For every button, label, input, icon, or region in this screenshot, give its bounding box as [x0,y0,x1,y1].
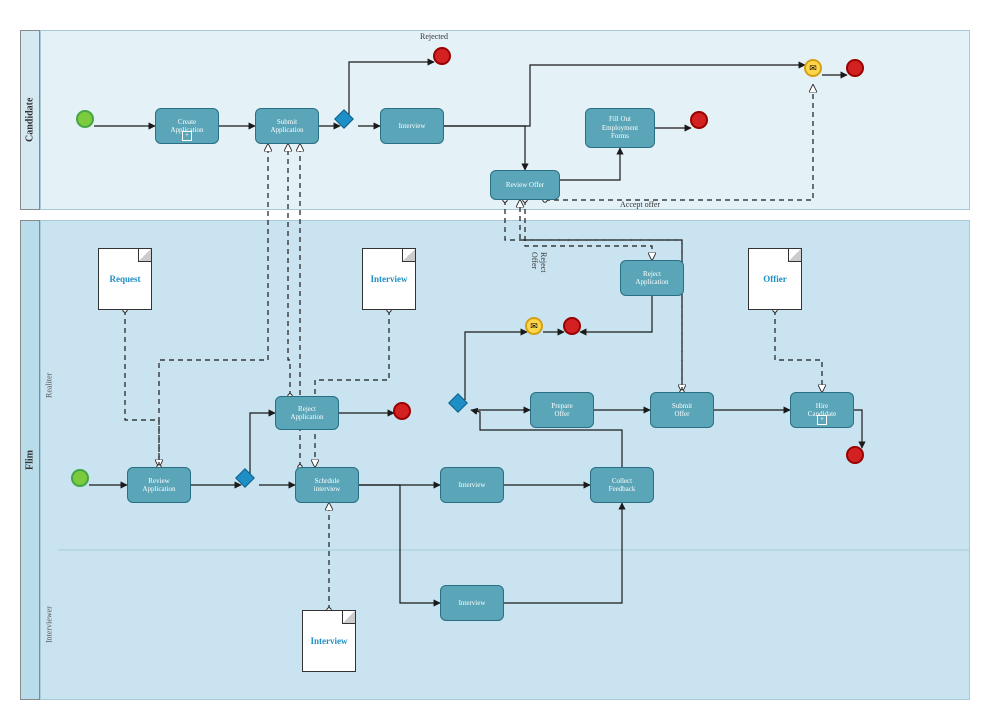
label-lbl_reject_offer: RejectOffer [530,252,548,272]
end-event-end_reject_mid [393,402,411,420]
lane-header-recruiter: Realiter [40,220,58,550]
task-review_offer: Review Offer [490,170,560,200]
task-submit_app: SubmitApplication [255,108,319,144]
document-doc_request: Request [98,248,152,310]
end-event-end_rejected [433,47,451,65]
task-reject_app_mid: RejectApplication [275,396,339,430]
message-event-msg_offer: ✉ [804,59,822,77]
task-review_app: ReviewApplication [127,467,191,503]
document-doc_interview1: Interview [362,248,416,310]
task-collect_fb: CollectFeedback [590,467,654,503]
task-recr_interview: Interview [440,467,504,503]
end-event-end_offer_msg [846,59,864,77]
label-lbl_accept: Accept offer [620,200,660,209]
lane-header-interviewer: Interviewer [40,550,58,700]
task-hire_cand: HireCandidate+ [790,392,854,428]
end-event-end_reject_top [563,317,581,335]
message-event-msg_reject: ✉ [525,317,543,335]
task-intv_interview: Interview [440,585,504,621]
task-schedule_int: Schrduleinterview [295,467,359,503]
pool-header-candidate: Candidate [20,30,40,210]
task-fill_forms: Fill OutEmploymentForms [585,108,655,148]
document-doc_offer: Offier [748,248,802,310]
bpmn-canvas: Candidate FlimRealiterInterviewer CreateA… [0,0,983,718]
end-event-end_hire [846,446,864,464]
start-event-start_cand [76,110,94,128]
document-doc_interview2: Interview [302,610,356,672]
pool-body-firm [40,220,970,700]
end-event-end_forms [690,111,708,129]
task-prepare_offer: PrepareOffer [530,392,594,428]
task-cand_interview: Interview [380,108,444,144]
task-create_app: CreateApplication+ [155,108,219,144]
label-lbl_rejected: Rejected [420,32,448,41]
start-event-start_firm [71,469,89,487]
pool-header-firm: Flim [20,220,40,700]
task-submit_offer: SubmitOffer [650,392,714,428]
task-reject_app_top: RejectApplication [620,260,684,296]
